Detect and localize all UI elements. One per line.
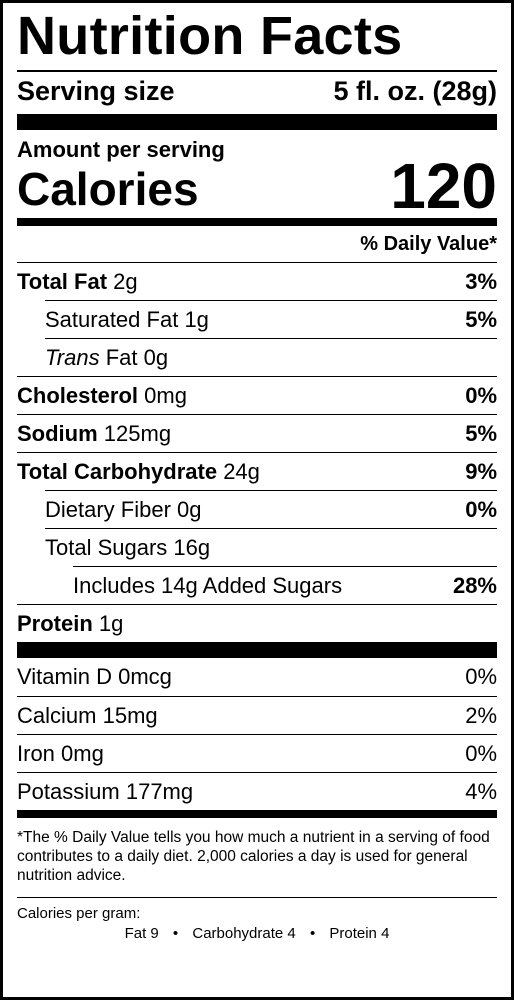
serving-size-label: Serving size [17,76,175,106]
vitamin-amount: 15mg [102,703,158,728]
vitamin-amount: 0mcg [118,664,172,689]
cpg-fat: Fat 9 [124,925,159,942]
vitamin-dv: 4% [465,779,497,804]
nutrient-name: Total Fat [17,269,108,294]
nutrient-dv: 28% [452,573,497,598]
nutrient-row-sodium: Sodium 125mg 5% [17,414,497,452]
daily-value-footnote: *The % Daily Value tells you how much a … [17,829,490,884]
nutrient-name: Cholesterol [17,383,139,408]
divider [17,897,497,898]
nutrient-amount: 1g [184,307,209,332]
nutrient-row-saturated-fat: Saturated Fat 1g 5% [45,300,497,338]
nutrient-name: Total Sugars [45,535,168,560]
calories-per-gram-label: Calories per gram: [17,905,141,922]
cpg-carbohydrate: Carbohydrate 4 [192,925,296,942]
nutrient-row-total-carbohydrate: Total Carbohydrate 24g 9% [17,452,497,490]
vitamin-dv: 0% [465,664,497,689]
vitamin-dv: 2% [465,703,497,728]
nutrient-row-total-fat: Total Fat 2g 3% [17,262,497,300]
calories-per-gram-values: Fat 9 • Carbohydrate 4 • Protein 4 [17,924,497,944]
nutrient-name: Dietary Fiber [45,497,171,522]
nutrient-name: Total Carbohydrate [17,459,218,484]
vitamin-row-potassium: Potassium 177mg 4% [17,772,497,810]
serving-size-value: 5 fl. oz. (28g) [333,76,497,106]
nutrient-row-protein: Protein 1g [17,604,497,642]
nutrient-row-dietary-fiber: Dietary Fiber 0g 0% [45,490,497,528]
thick-divider [17,642,497,658]
serving-size-row: Serving size 5 fl. oz. (28g) [17,72,497,110]
calories-label: Calories [17,163,199,215]
nutrient-dv: 0% [465,383,497,408]
vitamin-name: Calcium [17,703,97,728]
amount-per-serving: Amount per serving [17,137,225,162]
nutrient-amount: 16g [173,535,211,560]
bullet-separator: • [309,925,316,942]
thick-divider [17,114,497,130]
nutrient-row-added-sugars: Includes 14g Added Sugars 28% [73,566,497,604]
vitamin-row-vitamin-d: Vitamin D 0mcg 0% [17,658,497,696]
vitamin-name: Vitamin D [17,664,112,689]
vitamin-row-iron: Iron 0mg 0% [17,734,497,772]
nutrient-dv: 5% [465,307,497,332]
nutrient-row-total-sugars: Total Sugars 16g [45,528,497,566]
nutrient-amount: 2g [113,269,138,294]
label-title: Nutrition Facts [17,6,403,66]
medium-divider [17,810,497,818]
daily-value-header: % Daily Value* [360,233,497,255]
nutrient-amount: 24g [223,459,260,484]
nutrient-name: Sodium [17,421,98,446]
nutrient-amount: 1g [98,611,124,636]
vitamin-row-calcium: Calcium 15mg 2% [17,696,497,734]
nutrient-dv: 5% [465,421,497,446]
nutrient-name: Saturated Fat [45,307,179,332]
vitamin-name: Iron [17,741,55,766]
divider [17,70,497,72]
calories-row: Calories 120 [17,150,497,222]
nutrient-name: Includes 14g Added Sugars [73,573,343,598]
bullet-separator: • [172,925,179,942]
nutrient-name-rest: Fat [105,345,138,370]
nutrient-dv: 0% [465,497,497,522]
nutrient-row-cholesterol: Cholesterol 0mg 0% [17,376,497,414]
calories-value: 120 [390,150,497,222]
medium-divider [17,218,497,226]
nutrient-name: Trans [45,345,100,370]
vitamin-dv: 0% [465,741,497,766]
nutrient-amount: 125mg [103,421,172,446]
nutrient-amount: 0g [143,345,169,370]
nutrient-dv: 3% [465,269,497,294]
vitamin-amount: 177mg [125,779,194,804]
vitamin-amount: 0mg [61,741,104,766]
nutrient-row-trans-fat: Trans Fat 0g [45,338,497,376]
nutrient-amount: 0mg [144,383,187,408]
cpg-protein: Protein 4 [329,925,390,942]
nutrient-dv: 9% [465,459,497,484]
vitamin-name: Potassium [17,779,120,804]
nutrient-amount: 0g [177,497,202,522]
nutrient-name: Protein [17,611,93,636]
